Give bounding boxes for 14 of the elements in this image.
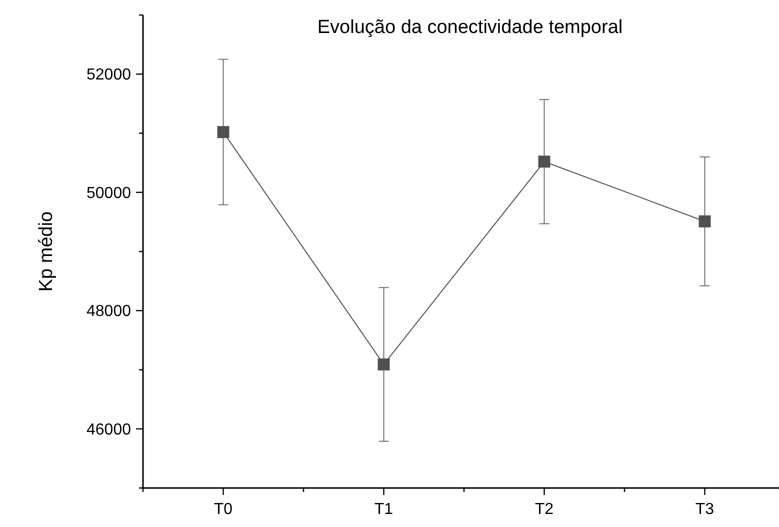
chart-title: Evolução da conectividade temporal (317, 17, 623, 38)
point (378, 358, 390, 370)
y-tick-label: 50000 (86, 184, 132, 202)
x-tick-label: T0 (214, 501, 233, 518)
x-tick-label: T1 (374, 501, 394, 518)
x-tick-label: T3 (695, 501, 714, 518)
x-tick-label: T2 (534, 501, 554, 518)
y-axis-title: Kp médio (36, 211, 57, 292)
point (217, 126, 230, 138)
point (698, 215, 711, 228)
y-tick-label: 48000 (86, 303, 132, 320)
y-tick-label: 52000 (86, 66, 132, 84)
point (538, 156, 550, 168)
y-tick-label: 46000 (86, 421, 132, 438)
